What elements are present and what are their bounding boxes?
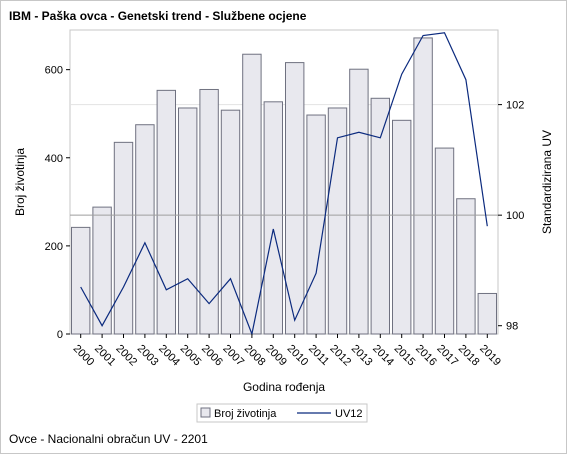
bar-2015 [391, 119, 412, 335]
bar-2006 [199, 88, 219, 335]
y-tick-label-0: 0 [57, 329, 63, 341]
bar-2000 [70, 226, 91, 335]
y-tick-label-200: 200 [45, 241, 63, 253]
footnote: Ovce - Nacionalni obračun UV - 2201 [9, 432, 208, 446]
bar-2018 [456, 198, 476, 335]
legend-box [196, 403, 368, 423]
x-tick-label-2014: 2014 [370, 343, 396, 369]
bar-2005 [177, 107, 198, 335]
y2-axis-label: Standardizirana UV [540, 130, 554, 234]
bar-2008 [242, 53, 262, 335]
x-tick-label-2010: 2010 [285, 343, 311, 369]
x-tick-label-2000: 2000 [71, 343, 97, 369]
plot-area [69, 29, 499, 335]
y2-tick-label-100: 100 [506, 210, 524, 222]
x-tick-label-2019: 2019 [477, 343, 503, 369]
x-tick-label-2006: 2006 [199, 343, 225, 369]
x-tick-label-2018: 2018 [456, 343, 482, 369]
bar-2013 [349, 68, 369, 335]
x-tick-label-2003: 2003 [135, 343, 161, 369]
bar-2014 [370, 97, 391, 335]
bar-2017 [434, 147, 455, 335]
x-tick-label-2017: 2017 [434, 343, 460, 369]
bar-2011 [306, 114, 326, 335]
bar-2009 [263, 101, 284, 335]
x-tick-label-2016: 2016 [413, 343, 439, 369]
x-tick-label-2008: 2008 [242, 343, 268, 369]
x-tick-label-2002: 2002 [113, 343, 139, 369]
bar-2002 [113, 141, 134, 335]
x-tick-label-2004: 2004 [156, 343, 182, 369]
chart-title: IBM - Paška ovca - Genetski trend - Služ… [9, 9, 307, 23]
bar-2003 [135, 124, 155, 335]
x-tick-label-2013: 2013 [349, 343, 375, 369]
x-tick-label-2005: 2005 [178, 343, 204, 369]
bar-2012 [327, 107, 348, 335]
y-axis-label: Broj životinja [13, 148, 27, 216]
series-line-uv12 [80, 32, 488, 337]
bar-2004 [156, 89, 177, 335]
y2-tick-label-102: 102 [506, 100, 524, 112]
legend-label-line: UV12 [335, 408, 363, 420]
bar-2007 [220, 109, 241, 335]
y-tick-label-600: 600 [45, 65, 63, 77]
bar-2016 [413, 37, 433, 335]
x-tick-label-2007: 2007 [220, 343, 246, 369]
x-tick-label-2011: 2011 [306, 343, 331, 368]
x-tick-label-2009: 2009 [263, 343, 289, 369]
x-tick-label-2001: 2001 [92, 343, 118, 369]
bar-2019 [477, 292, 498, 335]
x-tick-label-2015: 2015 [392, 343, 418, 369]
y-tick-label-400: 400 [45, 153, 63, 165]
x-axis-label: Godina rođenja [243, 380, 325, 394]
y2-tick-label-98: 98 [506, 321, 518, 333]
legend-swatch-bar [200, 407, 211, 418]
x-tick-label-2012: 2012 [327, 343, 353, 369]
legend-label-bar: Broj životinja [214, 408, 277, 420]
